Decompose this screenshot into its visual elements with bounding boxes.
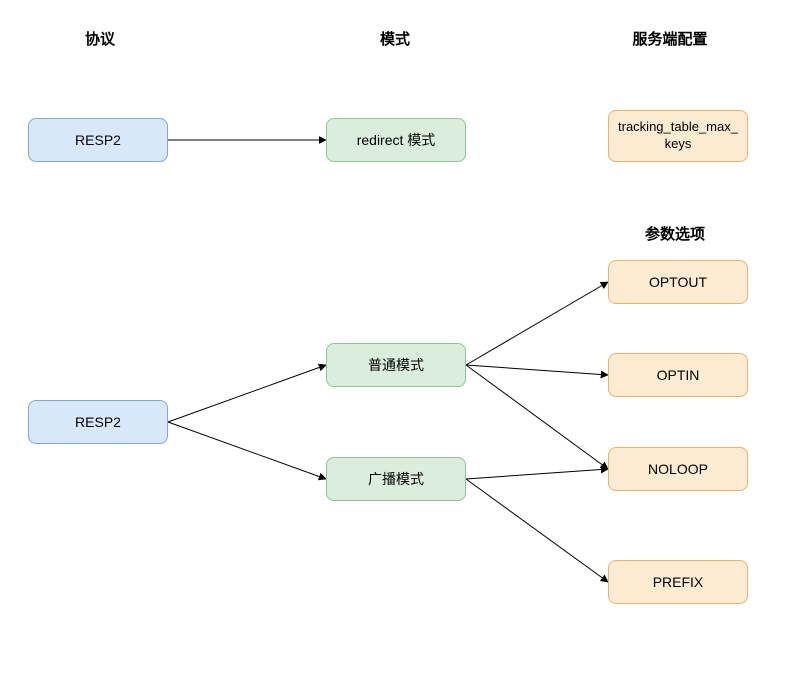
header-h-param: 参数选项 <box>625 223 725 244</box>
node-noloop: NOLOOP <box>608 447 748 491</box>
node-normal: 普通模式 <box>326 343 466 387</box>
node-broadcast: 广播模式 <box>326 457 466 501</box>
edge-broadcast-to-prefix <box>466 479 608 582</box>
node-optin: OPTIN <box>608 353 748 397</box>
node-resp2a: RESP2 <box>28 118 168 162</box>
header-h-protocol: 协议 <box>60 28 140 49</box>
edge-broadcast-to-noloop <box>466 469 608 479</box>
edge-resp2b-to-normal <box>168 365 326 422</box>
header-h-server: 服务端配置 <box>610 28 730 49</box>
node-optout: OPTOUT <box>608 260 748 304</box>
edge-normal-to-noloop <box>466 365 608 469</box>
edge-normal-to-optin <box>466 365 608 375</box>
edge-resp2b-to-broadcast <box>168 422 326 479</box>
header-h-mode: 模式 <box>355 28 435 49</box>
node-redirect: redirect 模式 <box>326 118 466 162</box>
node-prefix: PREFIX <box>608 560 748 604</box>
edge-normal-to-optout <box>466 282 608 365</box>
diagram-canvas: 协议 模式 服务端配置参数选项 RESP2 RESP2 redirect 模式普通模式广播… <box>0 0 794 673</box>
node-resp2b: RESP2 <box>28 400 168 444</box>
node-tracking: tracking_table_max_keys <box>608 110 748 162</box>
